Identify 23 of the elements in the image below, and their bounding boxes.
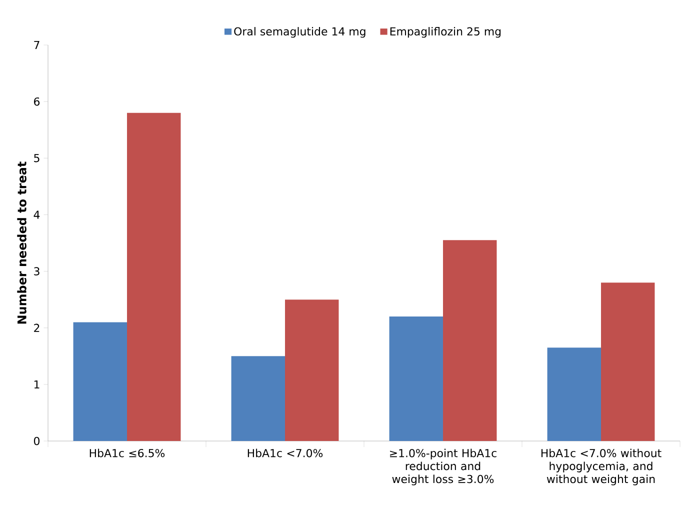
x-tick-label: ≥1.0%-point HbA1c reduction and weight loss ≥3.0% xyxy=(390,448,496,486)
bar xyxy=(231,356,285,441)
legend-label: Empagliflozin 25 mg xyxy=(390,27,501,38)
bar xyxy=(73,322,127,441)
y-axis-title: Number needed to treat xyxy=(17,162,26,324)
x-tick-label: HbA1c <7.0% xyxy=(248,448,323,458)
x-tick-label: HbA1c <7.0% without hypoglycemia, and without weight gain xyxy=(541,448,662,486)
bar xyxy=(285,300,339,441)
bar xyxy=(443,240,497,441)
bar xyxy=(389,316,444,441)
bar xyxy=(127,112,181,441)
y-tick-label: 7 xyxy=(34,41,40,49)
bar xyxy=(547,348,602,441)
y-tick-label: 6 xyxy=(34,97,40,106)
legend-label: Oral semaglutide 14 mg xyxy=(234,27,366,38)
x-tick-label: HbA1c ≤6.5% xyxy=(90,448,165,458)
y-tick-label: 3 xyxy=(34,267,40,276)
y-tick-label: 5 xyxy=(34,154,40,162)
y-tick-label: 4 xyxy=(34,210,40,219)
bar xyxy=(601,282,655,441)
y-tick-label: 2 xyxy=(34,324,40,332)
y-tick-label: 1 xyxy=(34,380,40,388)
y-tick-label: 0 xyxy=(34,436,40,446)
